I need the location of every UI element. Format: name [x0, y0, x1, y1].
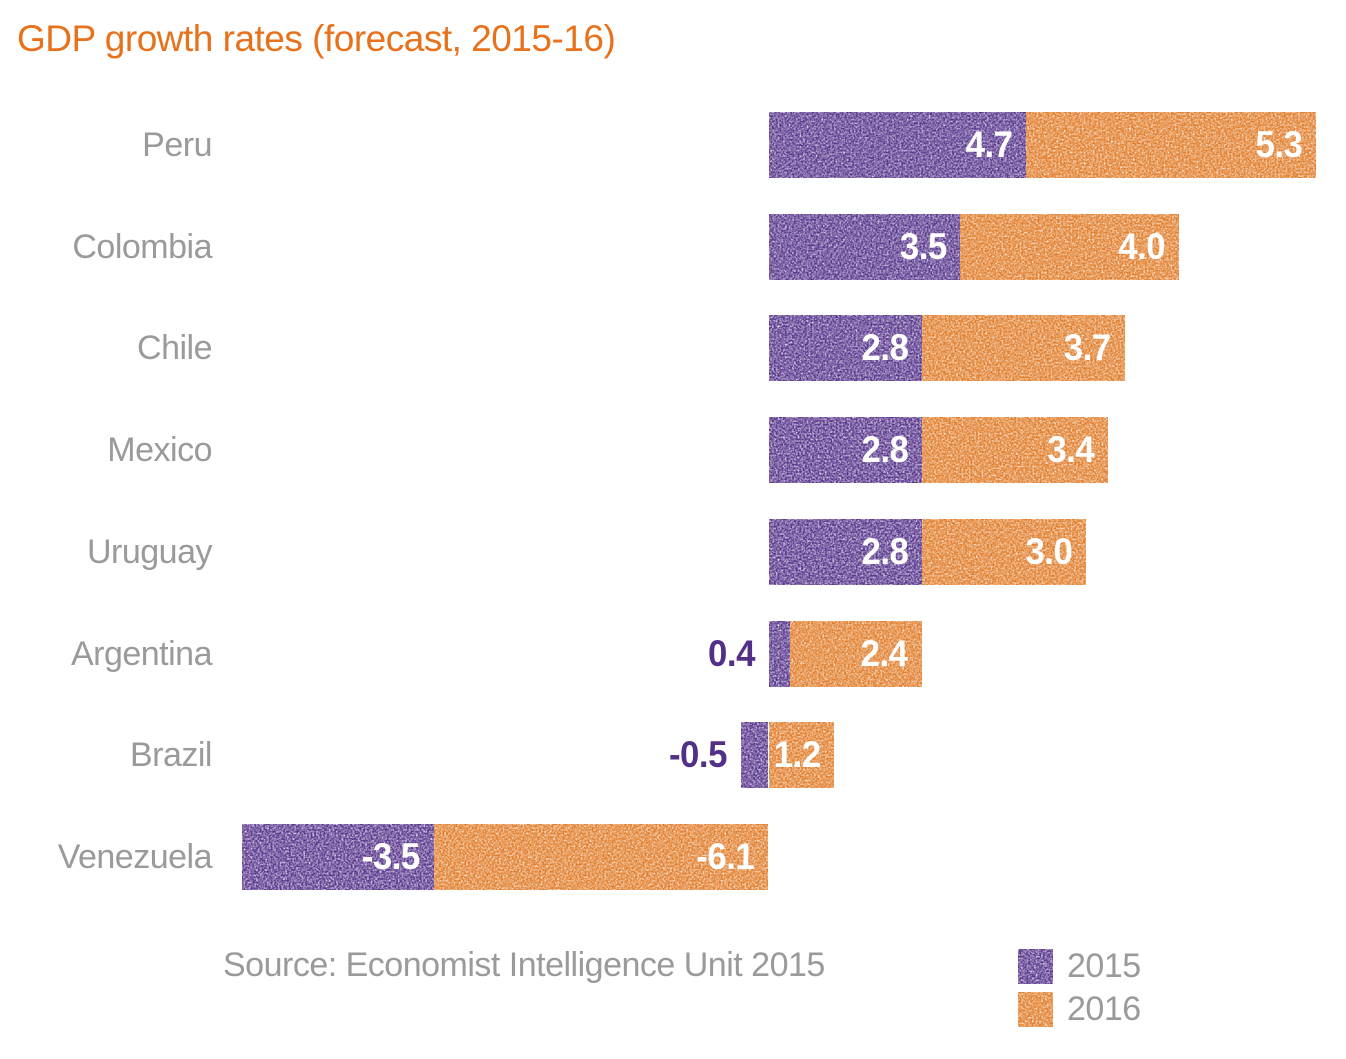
value-label-2015-brazil: -0.5 [669, 734, 728, 776]
legend-swatch-2016 [1018, 992, 1053, 1027]
category-label-brazil: Brazil [129, 736, 213, 775]
bar-segment-2015-argentina [768, 620, 791, 687]
value-label-2015-venezuela: -3.5 [362, 835, 421, 877]
chart-title: GDP growth rates (forecast, 2015-16) [17, 18, 616, 59]
value-label-2016-uruguay: 3.0 [1025, 530, 1073, 572]
category-label-mexico: Mexico [107, 431, 212, 470]
legend-swatch-2015 [1018, 949, 1053, 984]
value-label-2015-mexico: 2.8 [860, 429, 908, 471]
value-label-2015-peru: 4.7 [965, 124, 1013, 165]
category-label-chile: Chile [137, 329, 212, 368]
category-label-peru: Peru [142, 126, 212, 164]
value-label-2016-chile: 3.7 [1063, 327, 1111, 369]
value-label-2015-colombia: 3.5 [899, 225, 947, 267]
category-label-argentina: Argentina [70, 634, 213, 673]
category-label-colombia: Colombia [72, 227, 212, 266]
bar-segment-2015-brazil [741, 722, 769, 789]
category-label-venezuela: Venezuela [57, 837, 213, 876]
value-label-2016-peru: 5.3 [1255, 124, 1303, 165]
category-label-uruguay: Uruguay [86, 532, 213, 571]
value-label-2016-argentina: 2.4 [860, 632, 908, 674]
value-label-2016-mexico: 3.4 [1047, 429, 1095, 471]
value-label-2015-chile: 2.8 [860, 327, 908, 369]
value-label-2015-argentina: 0.4 [707, 632, 755, 674]
value-label-2015-uruguay: 2.8 [860, 530, 908, 572]
source-note: Source: Economist Intelligence Unit 2015 [223, 946, 825, 984]
value-label-2016-venezuela: -6.1 [696, 835, 755, 877]
legend-label-2016: 2016 [1067, 990, 1141, 1028]
legend-label-2015: 2015 [1067, 947, 1141, 985]
value-label-2016-colombia: 4.0 [1118, 225, 1166, 267]
value-label-2016-brazil: 1.2 [773, 734, 821, 776]
